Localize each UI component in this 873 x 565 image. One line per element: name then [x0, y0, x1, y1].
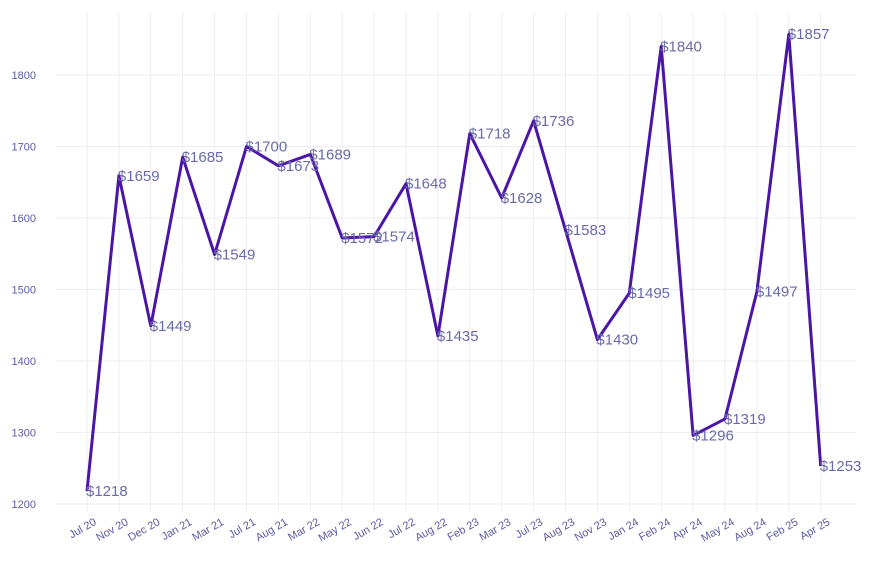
- x-tick-label: Feb 24: [637, 516, 673, 544]
- y-tick-label: 1600: [12, 213, 36, 225]
- x-tick-label: Jan 24: [606, 516, 641, 543]
- data-label: $1497: [756, 284, 798, 301]
- y-tick-label: 1400: [12, 356, 36, 368]
- y-tick-label: 1300: [12, 428, 36, 440]
- x-tick-label: Mar 22: [286, 516, 322, 544]
- x-tick-label: Mar 23: [478, 516, 514, 544]
- x-tick-label: Jun 22: [351, 516, 386, 543]
- data-label: $1319: [724, 411, 766, 428]
- x-tick-label: Aug 21: [254, 516, 290, 544]
- x-tick-label: Feb 25: [765, 516, 801, 544]
- x-tick-label: May 24: [699, 516, 736, 544]
- x-tick-label: Jul 22: [386, 516, 417, 541]
- data-label: $1689: [309, 146, 351, 163]
- data-label: $1583: [565, 222, 607, 239]
- x-tick-label: Jan 21: [160, 516, 195, 543]
- data-label: $1218: [86, 483, 128, 500]
- data-label: $1435: [437, 328, 479, 345]
- data-label: $1430: [596, 332, 638, 349]
- data-label: $1736: [533, 113, 575, 130]
- series-line: [85, 32, 823, 492]
- y-tick-label: 1700: [12, 142, 36, 154]
- data-label: $1628: [501, 190, 543, 207]
- x-tick-label: Dec 20: [126, 516, 162, 544]
- data-label: $1549: [214, 246, 256, 263]
- data-label: $1495: [628, 285, 670, 302]
- data-label: $1572: [341, 230, 383, 247]
- data-label: $1673: [277, 158, 319, 175]
- x-tick-label: Apr 24: [671, 516, 705, 543]
- grid: [56, 12, 856, 512]
- y-tick-label: 1800: [12, 70, 36, 82]
- x-tick-label: Aug 22: [413, 516, 449, 544]
- x-tick-label: Apr 25: [798, 516, 832, 543]
- data-labels: $1218 $1659 $1449 $1685 $1549 $1700 $1673$1689…: [86, 26, 861, 500]
- data-label: $1659: [118, 168, 160, 185]
- x-tick-label: Jul 23: [514, 516, 545, 541]
- x-tick-label: Aug 23: [541, 516, 577, 544]
- x-tick-label: Nov 23: [573, 516, 609, 544]
- data-label: $1574: [373, 229, 415, 246]
- data-label: $1718: [469, 126, 511, 143]
- y-tick-label: 1200: [12, 499, 36, 511]
- x-tick-label: Aug 24: [732, 516, 768, 544]
- data-label: $1253: [820, 458, 862, 475]
- x-tick-label: May 22: [316, 516, 353, 544]
- x-tick-label: Nov 20: [94, 516, 130, 544]
- y-axis: 1200 1300 1400 1500 1600 1700 1800: [12, 70, 36, 511]
- x-tick-label: Jul 21: [227, 516, 258, 541]
- x-tick-label: Mar 21: [190, 516, 226, 544]
- data-label: $1700: [246, 139, 288, 156]
- data-label: $1685: [182, 149, 224, 166]
- x-tick-label: Feb 23: [446, 516, 482, 544]
- data-label: $1449: [150, 318, 192, 335]
- data-label: $1857: [788, 26, 830, 43]
- data-label: $1296: [692, 427, 734, 444]
- data-label: $1840: [660, 38, 702, 55]
- data-label: $1648: [405, 176, 447, 193]
- x-tick-label: Jul 20: [67, 516, 98, 541]
- y-tick-label: 1500: [12, 285, 36, 297]
